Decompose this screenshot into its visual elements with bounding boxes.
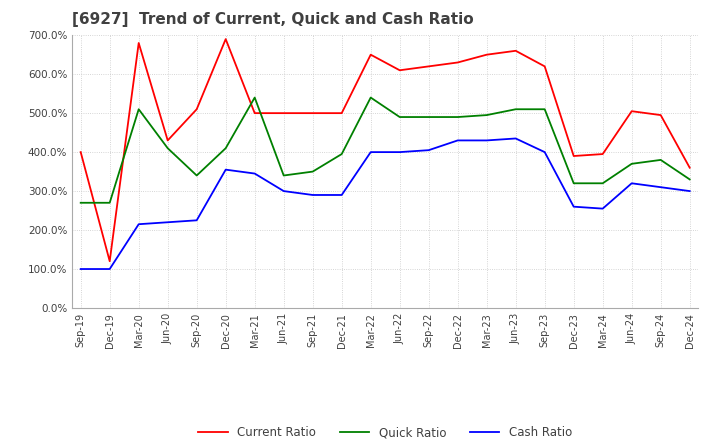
Current Ratio: [221, 37, 230, 42]
Cash Ratio: [511, 136, 520, 141]
Current Ratio: [454, 60, 462, 65]
Current Ratio: [627, 109, 636, 114]
Text: [6927]  Trend of Current, Quick and Cash Ratio: [6927] Trend of Current, Quick and Cash …: [72, 12, 474, 27]
Quick Ratio: [105, 200, 114, 205]
Quick Ratio: [598, 181, 607, 186]
Cash Ratio: [251, 171, 259, 176]
Line: Cash Ratio: Cash Ratio: [81, 139, 690, 269]
Current Ratio: [570, 154, 578, 159]
Cash Ratio: [105, 266, 114, 271]
Cash Ratio: [192, 218, 201, 223]
Current Ratio: [251, 110, 259, 116]
Current Ratio: [424, 64, 433, 69]
Current Ratio: [338, 110, 346, 116]
Legend: Current Ratio, Quick Ratio, Cash Ratio: Current Ratio, Quick Ratio, Cash Ratio: [194, 422, 577, 440]
Quick Ratio: [511, 106, 520, 112]
Current Ratio: [598, 151, 607, 157]
Current Ratio: [366, 52, 375, 57]
Current Ratio: [482, 52, 491, 57]
Quick Ratio: [627, 161, 636, 166]
Current Ratio: [163, 138, 172, 143]
Cash Ratio: [454, 138, 462, 143]
Quick Ratio: [251, 95, 259, 100]
Cash Ratio: [598, 206, 607, 211]
Quick Ratio: [685, 177, 694, 182]
Quick Ratio: [454, 114, 462, 120]
Quick Ratio: [424, 114, 433, 120]
Cash Ratio: [627, 181, 636, 186]
Quick Ratio: [76, 200, 85, 205]
Quick Ratio: [221, 146, 230, 151]
Quick Ratio: [279, 173, 288, 178]
Quick Ratio: [135, 106, 143, 112]
Quick Ratio: [657, 157, 665, 162]
Cash Ratio: [482, 138, 491, 143]
Quick Ratio: [541, 106, 549, 112]
Cash Ratio: [424, 147, 433, 153]
Quick Ratio: [163, 146, 172, 151]
Cash Ratio: [221, 167, 230, 172]
Cash Ratio: [338, 192, 346, 198]
Cash Ratio: [395, 150, 404, 155]
Cash Ratio: [135, 222, 143, 227]
Line: Current Ratio: Current Ratio: [81, 39, 690, 261]
Current Ratio: [279, 110, 288, 116]
Cash Ratio: [308, 192, 317, 198]
Cash Ratio: [163, 220, 172, 225]
Current Ratio: [685, 165, 694, 170]
Current Ratio: [76, 150, 85, 155]
Quick Ratio: [192, 173, 201, 178]
Cash Ratio: [657, 184, 665, 190]
Current Ratio: [135, 40, 143, 46]
Current Ratio: [657, 113, 665, 118]
Quick Ratio: [338, 151, 346, 157]
Current Ratio: [395, 68, 404, 73]
Cash Ratio: [570, 204, 578, 209]
Cash Ratio: [366, 150, 375, 155]
Quick Ratio: [366, 95, 375, 100]
Current Ratio: [192, 106, 201, 112]
Current Ratio: [511, 48, 520, 53]
Current Ratio: [105, 259, 114, 264]
Cash Ratio: [76, 266, 85, 271]
Quick Ratio: [308, 169, 317, 174]
Quick Ratio: [570, 181, 578, 186]
Cash Ratio: [279, 188, 288, 194]
Current Ratio: [308, 110, 317, 116]
Quick Ratio: [395, 114, 404, 120]
Cash Ratio: [685, 188, 694, 194]
Line: Quick Ratio: Quick Ratio: [81, 98, 690, 203]
Quick Ratio: [482, 113, 491, 118]
Current Ratio: [541, 64, 549, 69]
Cash Ratio: [541, 150, 549, 155]
